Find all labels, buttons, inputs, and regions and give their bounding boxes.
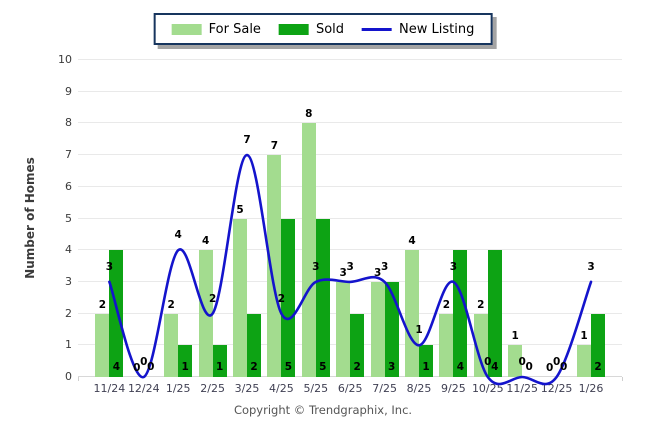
y-tick-label-4: 4 — [38, 243, 72, 256]
y-tick-label-10: 10 — [38, 53, 72, 66]
legend-item-new-listing: New Listing — [362, 22, 474, 37]
sold-swatch-icon — [279, 24, 309, 35]
for-sale-value-label-4/25: 7 — [263, 140, 285, 153]
sold-value-label-5/25: 5 — [312, 361, 334, 374]
sold-value-label-1/25: 1 — [174, 361, 196, 374]
new-listing-value-label-9/25: 3 — [442, 261, 464, 274]
sold-value-label-4/25: 5 — [277, 361, 299, 374]
for-sale-value-label-9/25: 2 — [435, 299, 457, 312]
sold-value-label-7/25: 3 — [381, 361, 403, 374]
new-listing-line-icon — [362, 28, 392, 31]
new-listing-value-label-2/25: 2 — [202, 293, 224, 306]
y-tick-label-9: 9 — [38, 85, 72, 98]
for-sale-value-label-1/26: 1 — [573, 330, 595, 343]
new-listing-value-label-6/25: 3 — [339, 261, 361, 274]
sold-value-label-6/25: 2 — [346, 361, 368, 374]
new-listing-value-label-8/25: 1 — [408, 324, 430, 337]
chart-legend: For Sale Sold New Listing — [154, 13, 493, 45]
for-sale-value-label-11/24: 2 — [91, 299, 113, 312]
legend-item-for-sale: For Sale — [172, 22, 261, 37]
sold-value-label-9/25: 4 — [449, 361, 471, 374]
for-sale-value-label-10/25: 2 — [470, 299, 492, 312]
y-tick-label-5: 5 — [38, 212, 72, 225]
plot-area: 2430002144125277528533233334112432401000… — [78, 60, 622, 377]
new-listing-value-label-1/26: 3 — [580, 261, 602, 274]
y-tick-label-2: 2 — [38, 307, 72, 320]
y-tick-label-6: 6 — [38, 180, 72, 193]
new-listing-value-label-11/24: 3 — [98, 261, 120, 274]
sold-value-label-1/26: 2 — [587, 361, 609, 374]
y-tick-label-0: 0 — [38, 370, 72, 383]
sold-value-label-2/25: 1 — [209, 361, 231, 374]
new-listing-value-label-3/25: 7 — [236, 134, 258, 147]
copyright-footer: Copyright © Trendgraphix, Inc. — [0, 403, 646, 417]
for-sale-value-label-11/25: 1 — [504, 330, 526, 343]
for-sale-value-label-5/25: 8 — [298, 108, 320, 121]
legend-item-sold: Sold — [279, 22, 344, 37]
new-listing-value-label-11/25: 0 — [511, 356, 533, 369]
x-axis-end-tick-1 — [622, 377, 623, 381]
sold-value-label-3/25: 2 — [243, 361, 265, 374]
y-tick-label-8: 8 — [38, 116, 72, 129]
legend-label-for-sale: For Sale — [209, 22, 261, 37]
chart-canvas: For Sale Sold New Listing Number of Home… — [0, 0, 646, 434]
new-listing-value-label-12/25: 0 — [546, 356, 568, 369]
sold-value-label-8/25: 1 — [415, 361, 437, 374]
new-listing-value-label-12/24: 0 — [133, 356, 155, 369]
x-tick-label-1/26: 1/26 — [568, 382, 614, 395]
y-tick-label-3: 3 — [38, 275, 72, 288]
for-sale-swatch-icon — [172, 24, 202, 35]
new-listing-value-label-7/25: 3 — [374, 261, 396, 274]
new-listing-value-label-10/25: 0 — [477, 356, 499, 369]
x-axis-end-tick-0 — [78, 377, 79, 381]
sold-value-label-11/24: 4 — [105, 361, 127, 374]
new-listing-line — [78, 60, 622, 377]
legend-label-new-listing: New Listing — [399, 22, 474, 37]
new-listing-value-label-5/25: 3 — [305, 261, 327, 274]
for-sale-value-label-8/25: 4 — [401, 235, 423, 248]
for-sale-value-label-1/25: 2 — [160, 299, 182, 312]
y-axis-title: Number of Homes — [23, 157, 37, 279]
new-listing-value-label-1/25: 4 — [167, 229, 189, 242]
y-tick-label-7: 7 — [38, 148, 72, 161]
legend-label-sold: Sold — [316, 22, 344, 37]
for-sale-value-label-3/25: 5 — [229, 204, 251, 217]
y-tick-label-1: 1 — [38, 338, 72, 351]
new-listing-value-label-4/25: 2 — [270, 293, 292, 306]
for-sale-value-label-2/25: 4 — [195, 235, 217, 248]
